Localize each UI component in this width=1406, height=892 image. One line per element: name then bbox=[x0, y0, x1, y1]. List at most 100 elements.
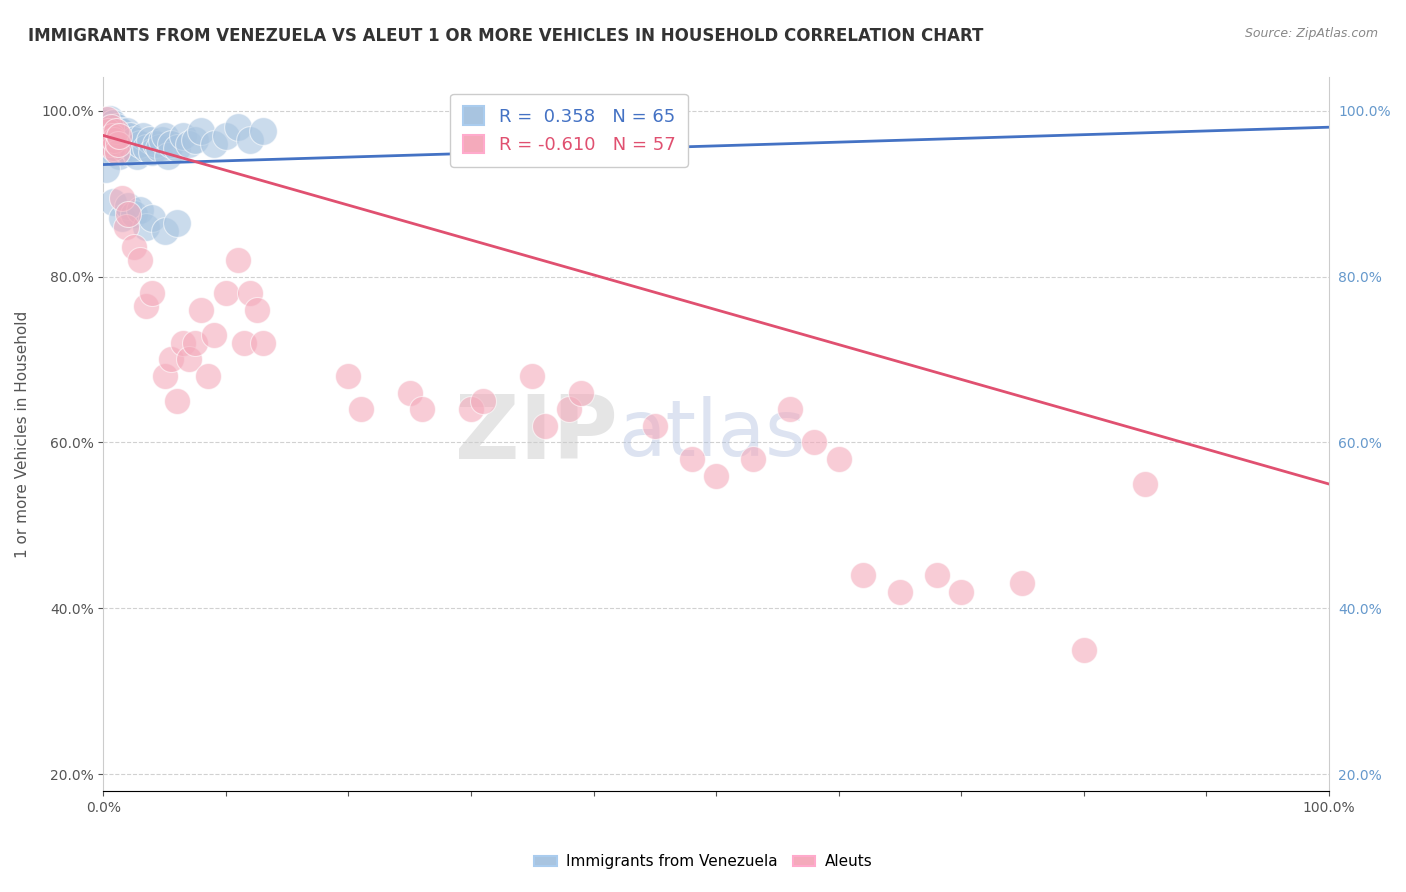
Point bbox=[94, 161, 117, 176]
Point bbox=[215, 128, 238, 143]
Point bbox=[889, 584, 911, 599]
Point bbox=[681, 452, 703, 467]
Point bbox=[93, 116, 115, 130]
Point bbox=[117, 136, 139, 151]
Point bbox=[226, 252, 249, 267]
Point bbox=[122, 133, 145, 147]
Point bbox=[239, 286, 262, 301]
Point bbox=[160, 136, 183, 151]
Point bbox=[153, 224, 176, 238]
Point bbox=[184, 335, 207, 350]
Point bbox=[129, 136, 152, 151]
Point bbox=[153, 128, 176, 143]
Point bbox=[141, 211, 163, 226]
Point bbox=[226, 120, 249, 135]
Point bbox=[827, 452, 849, 467]
Point bbox=[925, 568, 948, 582]
Point bbox=[246, 302, 269, 317]
Point bbox=[111, 211, 134, 226]
Point bbox=[1011, 576, 1033, 591]
Point bbox=[97, 124, 120, 138]
Point bbox=[103, 128, 125, 143]
Point bbox=[337, 369, 360, 384]
Point bbox=[145, 136, 167, 151]
Point bbox=[153, 369, 176, 384]
Point bbox=[166, 216, 188, 230]
Point bbox=[105, 145, 128, 160]
Y-axis label: 1 or more Vehicles in Household: 1 or more Vehicles in Household bbox=[15, 310, 30, 558]
Point bbox=[135, 141, 157, 155]
Point bbox=[252, 124, 274, 138]
Point bbox=[157, 149, 180, 163]
Text: ZIP: ZIP bbox=[456, 391, 619, 477]
Point bbox=[98, 112, 121, 126]
Point bbox=[98, 136, 121, 151]
Point bbox=[950, 584, 973, 599]
Point bbox=[190, 302, 212, 317]
Point bbox=[114, 219, 136, 234]
Point bbox=[852, 568, 875, 582]
Point bbox=[522, 369, 544, 384]
Point bbox=[141, 145, 163, 160]
Point bbox=[202, 136, 225, 151]
Point bbox=[122, 240, 145, 254]
Point bbox=[117, 207, 139, 221]
Point bbox=[125, 149, 148, 163]
Point bbox=[114, 133, 136, 147]
Point bbox=[704, 468, 727, 483]
Point bbox=[103, 116, 125, 130]
Point bbox=[100, 120, 122, 135]
Point bbox=[741, 452, 763, 467]
Point bbox=[215, 286, 238, 301]
Point bbox=[1133, 477, 1156, 491]
Point bbox=[97, 133, 120, 147]
Point bbox=[105, 120, 128, 135]
Point bbox=[179, 352, 201, 367]
Point bbox=[166, 141, 188, 155]
Point bbox=[135, 299, 157, 313]
Point bbox=[112, 128, 135, 143]
Point bbox=[1073, 642, 1095, 657]
Point bbox=[96, 128, 118, 143]
Point bbox=[190, 124, 212, 138]
Point bbox=[111, 191, 134, 205]
Point bbox=[160, 352, 183, 367]
Point bbox=[233, 335, 256, 350]
Point bbox=[148, 141, 170, 155]
Point bbox=[166, 394, 188, 409]
Point bbox=[472, 394, 495, 409]
Point bbox=[150, 133, 173, 147]
Point bbox=[184, 133, 207, 147]
Point bbox=[96, 112, 118, 126]
Point bbox=[121, 141, 143, 155]
Point bbox=[108, 149, 131, 163]
Point bbox=[112, 141, 135, 155]
Point bbox=[172, 335, 194, 350]
Point bbox=[202, 327, 225, 342]
Point bbox=[141, 286, 163, 301]
Point bbox=[110, 124, 132, 138]
Text: Source: ZipAtlas.com: Source: ZipAtlas.com bbox=[1244, 27, 1378, 40]
Point bbox=[239, 133, 262, 147]
Point bbox=[117, 199, 139, 213]
Point bbox=[122, 207, 145, 221]
Point bbox=[179, 136, 201, 151]
Point bbox=[108, 133, 131, 147]
Legend: R =  0.358   N = 65, R = -0.610   N = 57: R = 0.358 N = 65, R = -0.610 N = 57 bbox=[450, 94, 688, 167]
Point bbox=[252, 335, 274, 350]
Text: IMMIGRANTS FROM VENEZUELA VS ALEUT 1 OR MORE VEHICLES IN HOUSEHOLD CORRELATION C: IMMIGRANTS FROM VENEZUELA VS ALEUT 1 OR … bbox=[28, 27, 983, 45]
Point bbox=[103, 133, 125, 147]
Point bbox=[103, 141, 125, 155]
Point bbox=[197, 369, 219, 384]
Point bbox=[398, 385, 420, 400]
Point bbox=[350, 402, 373, 417]
Point bbox=[139, 133, 162, 147]
Point bbox=[118, 145, 141, 160]
Point bbox=[411, 402, 433, 417]
Point bbox=[101, 141, 124, 155]
Point bbox=[107, 136, 129, 151]
Point bbox=[103, 145, 125, 160]
Point bbox=[101, 124, 124, 138]
Point bbox=[533, 418, 555, 433]
Point bbox=[569, 385, 592, 400]
